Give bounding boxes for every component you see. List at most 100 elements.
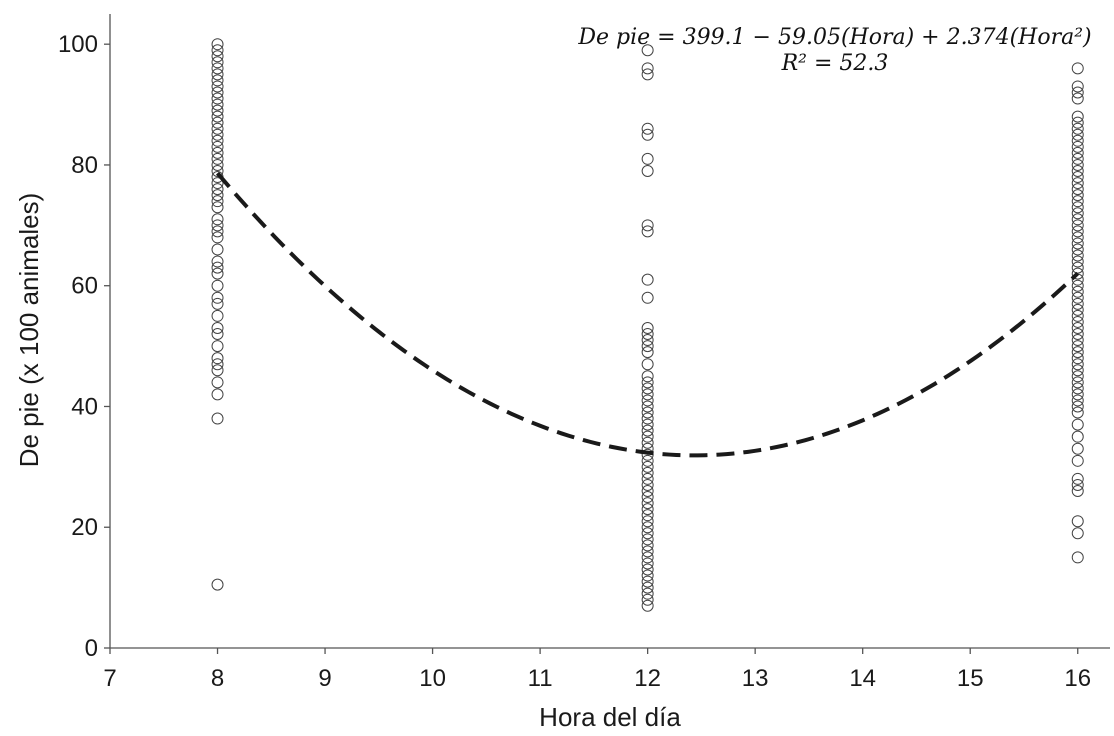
- data-point: [211, 195, 224, 208]
- data-point: [1071, 177, 1084, 190]
- x-tick-label: 7: [103, 665, 116, 692]
- data-point: [641, 575, 654, 588]
- data-point: [1071, 213, 1084, 226]
- data-point: [211, 38, 224, 51]
- x-tick-label: 11: [528, 665, 553, 692]
- data-point: [1071, 152, 1084, 165]
- data-point: [1071, 285, 1084, 298]
- x-tick-label: 13: [742, 665, 769, 692]
- data-point: [1071, 394, 1084, 407]
- data-point: [1071, 364, 1084, 377]
- data-point: [1071, 315, 1084, 328]
- data-point: [211, 213, 224, 226]
- data-point: [641, 328, 654, 341]
- data-point: [1071, 140, 1084, 153]
- regression-equation: De pie = 399.1 − 59.05(Hora) + 2.374(Hor…: [577, 25, 1091, 50]
- data-point: [1071, 527, 1084, 540]
- y-tick-label: 20: [71, 514, 98, 541]
- data-point: [1071, 321, 1084, 334]
- data-point: [1071, 442, 1084, 455]
- data-point: [211, 122, 224, 135]
- data-point: [211, 364, 224, 377]
- data-point: [1071, 225, 1084, 238]
- data-point: [1071, 249, 1084, 262]
- data-point: [211, 189, 224, 202]
- data-point: [1071, 478, 1084, 491]
- data-point: [641, 551, 654, 564]
- data-point: [1071, 346, 1084, 359]
- x-axis-title: Hora del día: [539, 702, 681, 732]
- data-point: [641, 485, 654, 498]
- data-point: [211, 158, 224, 171]
- data-point: [641, 569, 654, 582]
- data-point: [641, 128, 654, 141]
- data-point: [641, 515, 654, 528]
- r-squared-label: R² = 52.3: [781, 51, 889, 76]
- y-tick-label: 40: [71, 393, 98, 420]
- x-tick-label: 8: [211, 665, 224, 692]
- data-point: [211, 309, 224, 322]
- data-point: [641, 291, 654, 304]
- data-point: [1071, 219, 1084, 232]
- data-point: [1071, 128, 1084, 141]
- data-point: [641, 491, 654, 504]
- data-point: [211, 62, 224, 75]
- data-point: [1071, 334, 1084, 347]
- data-point: [211, 74, 224, 87]
- x-axis: 7 8 9 10 11 12 13 14 15 16: [103, 648, 1091, 692]
- data-point: [641, 454, 654, 467]
- data-point: [641, 436, 654, 449]
- data-point: [1071, 472, 1084, 485]
- data-point: [1071, 279, 1084, 292]
- data-point: [1071, 195, 1084, 208]
- data-point: [211, 68, 224, 81]
- data-point: [1071, 485, 1084, 498]
- data-point: [641, 68, 654, 81]
- x-tick-label: 10: [419, 665, 446, 692]
- data-point: [1071, 454, 1084, 467]
- data-point: [1071, 62, 1084, 75]
- data-point: [1071, 297, 1084, 310]
- data-point: [641, 472, 654, 485]
- data-point: [1071, 122, 1084, 135]
- data-point: [641, 430, 654, 443]
- data-point: [641, 376, 654, 389]
- data-point: [211, 86, 224, 99]
- data-point: [1071, 231, 1084, 244]
- data-point: [1071, 267, 1084, 280]
- data-point: [1071, 243, 1084, 256]
- data-point: [1071, 86, 1084, 99]
- data-point: [1071, 189, 1084, 202]
- data-point: [211, 201, 224, 214]
- y-tick-label: 80: [71, 152, 98, 179]
- data-point: [1071, 400, 1084, 413]
- data-point: [1071, 382, 1084, 395]
- data-point: [211, 177, 224, 190]
- data-point: [211, 110, 224, 123]
- data-point: [641, 503, 654, 516]
- data-point: [1071, 110, 1084, 123]
- data-point: [641, 122, 654, 135]
- data-point: [641, 412, 654, 425]
- data-point: [211, 183, 224, 196]
- data-point: [641, 340, 654, 353]
- data-point: [1071, 358, 1084, 371]
- data-point: [211, 134, 224, 147]
- data-point: [641, 334, 654, 347]
- data-point: [1071, 237, 1084, 250]
- data-point: [1071, 207, 1084, 220]
- data-point: [641, 164, 654, 177]
- data-point: [211, 388, 224, 401]
- data-point: [211, 376, 224, 389]
- data-points: [211, 38, 1084, 612]
- data-point: [641, 545, 654, 558]
- data-point: [1071, 92, 1084, 105]
- y-tick-label: 0: [85, 635, 98, 662]
- data-point: [641, 533, 654, 546]
- y-axis-title: De pie (x 100 animales): [14, 193, 44, 468]
- data-point: [211, 328, 224, 341]
- x-tick-label: 16: [1064, 665, 1091, 692]
- data-point: [1071, 158, 1084, 171]
- data-point: [641, 497, 654, 510]
